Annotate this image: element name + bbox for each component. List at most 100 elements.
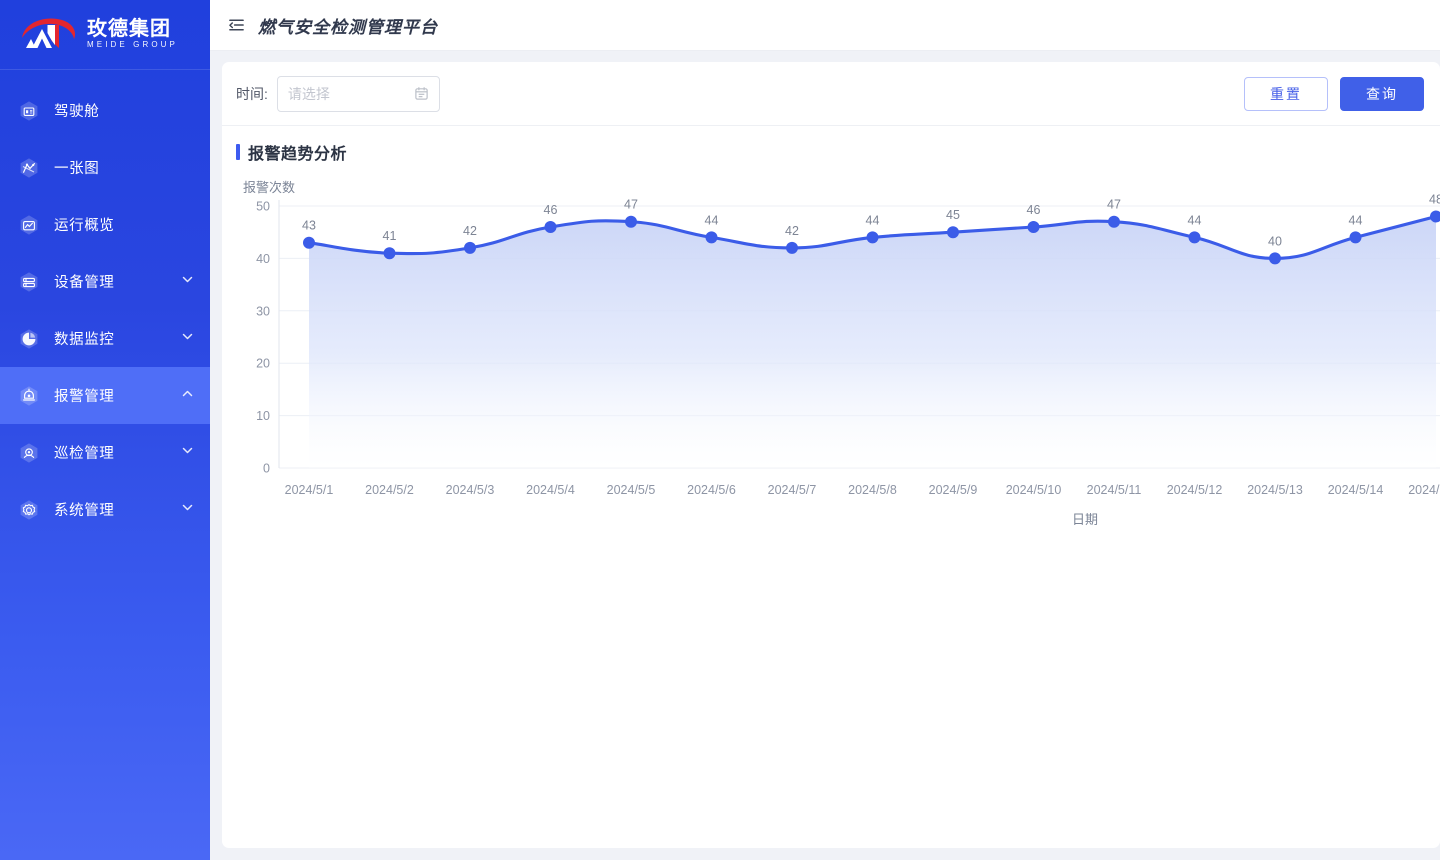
data-label: 44 [1349,213,1363,227]
chevron-down-icon[interactable] [181,273,194,291]
cockpit-icon [18,99,40,123]
x-tick-label: 2024/5/9 [929,483,978,497]
data-point [383,247,396,260]
chevron-down-icon[interactable] [181,501,194,519]
section-accent-bar [236,144,240,160]
page-title: 燃气安全检测管理平台 [258,17,438,37]
section-title-text: 报警趋势分析 [248,146,348,163]
section-title: 报警趋势分析 [236,140,1440,164]
data-point [705,231,718,244]
y-tick-label: 50 [256,200,270,214]
y-tick-label: 20 [256,357,270,371]
x-tick-label: 2024/5/13 [1247,483,1303,497]
sidebar-item-label: 运行概览 [54,218,115,234]
data-point [1027,221,1040,233]
sidebar-item-label: 巡检管理 [54,446,115,462]
data-point [947,226,959,239]
chart-section: 报警趋势分析 报警次数 0 10 20 30 40 50 43 41 42 46 47 44 42 44 45… [222,126,1440,594]
data-point [1269,252,1281,265]
time-range-placeholder: 请选择 [287,85,330,102]
sidebar-item-label: 系统管理 [54,503,115,519]
sidebar-item-7[interactable]: 巡检管理 [0,424,210,481]
brand-logo[interactable]: 玫德集团 MEIDE GROUP [0,0,210,70]
topbar: 燃气安全检测管理平台 [210,0,1440,51]
sidebar-item-3[interactable]: 运行概览 [0,196,210,253]
panel-card: 时间: 请选择 重置 查询 [222,62,1440,848]
chevron-up-icon[interactable] [181,387,194,405]
x-tick-label: 2024/5/1 [285,483,334,497]
brand-name-cn: 玫德集团 [87,17,171,40]
sidebar-item-5[interactable]: 数据监控 [0,310,210,367]
map-icon [18,156,40,180]
calendar-icon[interactable] [414,86,429,101]
x-tick-label: 2024/5/14 [1328,483,1384,497]
data-label: 43 [302,219,316,233]
data-point [1349,231,1362,244]
filter-bar: 时间: 请选择 重置 查询 [222,62,1440,126]
sidebar-item-label: 设备管理 [54,275,115,291]
x-tick-label: 2024/5/7 [768,483,817,497]
data-label: 44 [705,213,719,227]
alarm-icon [18,384,40,408]
meide-logo-icon [22,18,76,48]
reset-button[interactable]: 重置 [1244,76,1328,111]
brand-name-en: MEIDE GROUP [87,39,178,49]
chevron-down-icon[interactable] [181,444,194,462]
inspection-icon [18,441,40,465]
x-tick-label: 2024/5/4 [526,483,575,497]
data-point [625,215,637,228]
overview-icon [18,213,40,237]
data-label: 45 [946,208,960,222]
x-tick-label: 2024/5/10 [1006,483,1062,497]
x-axis-title: 日期 [1072,512,1098,527]
sidebar-item-1[interactable]: 驾驶舱 [0,82,210,139]
chart-area-fill [309,216,1436,468]
content-area: 时间: 请选择 重置 查询 [210,51,1440,860]
time-range-input[interactable]: 请选择 [276,75,440,112]
data-label: 41 [383,229,397,243]
device-icon [18,270,40,294]
x-tick-label: 2024/5/5 [607,483,656,497]
x-tick-label: 2024/5/2 [365,483,414,497]
sidebar-nav: 驾驶舱一张图运行概览设备管理数据监控报警管理巡检管理系统管理 [0,70,210,538]
data-label: 42 [463,224,477,238]
x-tick-label: 2024/5/3 [446,483,495,497]
y-tick-label: 40 [256,252,270,266]
y-tick-label: 30 [256,304,270,318]
sidebar-item-8[interactable]: 系统管理 [0,481,210,538]
data-label: 46 [544,203,558,217]
sidebar-item-label: 驾驶舱 [54,104,100,120]
y-tick-label: 0 [263,462,270,476]
data-label: 40 [1268,234,1282,248]
y-tick-label: 10 [256,409,270,423]
data-point [464,241,476,254]
chevron-down-icon[interactable] [181,330,194,348]
sidebar-item-label: 一张图 [54,161,100,177]
main-area: 燃气安全检测管理平台 时间: 请选择 [210,0,1440,860]
data-point [866,231,879,244]
data-label: 44 [1188,213,1202,227]
sidebar-item-2[interactable]: 一张图 [0,139,210,196]
data-point [544,221,557,233]
data-label: 44 [866,213,880,227]
data-point [303,236,315,249]
y-axis-title: 报警次数 [243,180,295,195]
x-tick-label: 2024/5/12 [1167,483,1223,497]
menu-collapse-icon[interactable] [228,17,245,34]
data-label: 48 [1429,193,1440,207]
alarm-trend-chart[interactable]: 报警次数 0 10 20 30 40 50 43 41 42 46 47 44 42 44 45 46 47 44 4… [236,174,1440,594]
time-filter-label: 时间: [236,85,268,102]
data-label: 47 [1107,198,1121,212]
data-point [1188,231,1201,244]
sidebar-item-label: 数据监控 [54,332,115,348]
sidebar-item-6[interactable]: 报警管理 [0,367,210,424]
sidebar-item-4[interactable]: 设备管理 [0,253,210,310]
x-tick-label: 2024/5/11 [1087,483,1142,497]
sidebar-item-label: 报警管理 [54,389,115,405]
settings-icon [18,498,40,522]
search-button[interactable]: 查询 [1340,76,1424,111]
data-point [1108,215,1120,228]
x-tick-label: 2024/5/15 [1408,483,1440,497]
datachart-icon [18,327,40,351]
data-label: 46 [1027,203,1041,217]
